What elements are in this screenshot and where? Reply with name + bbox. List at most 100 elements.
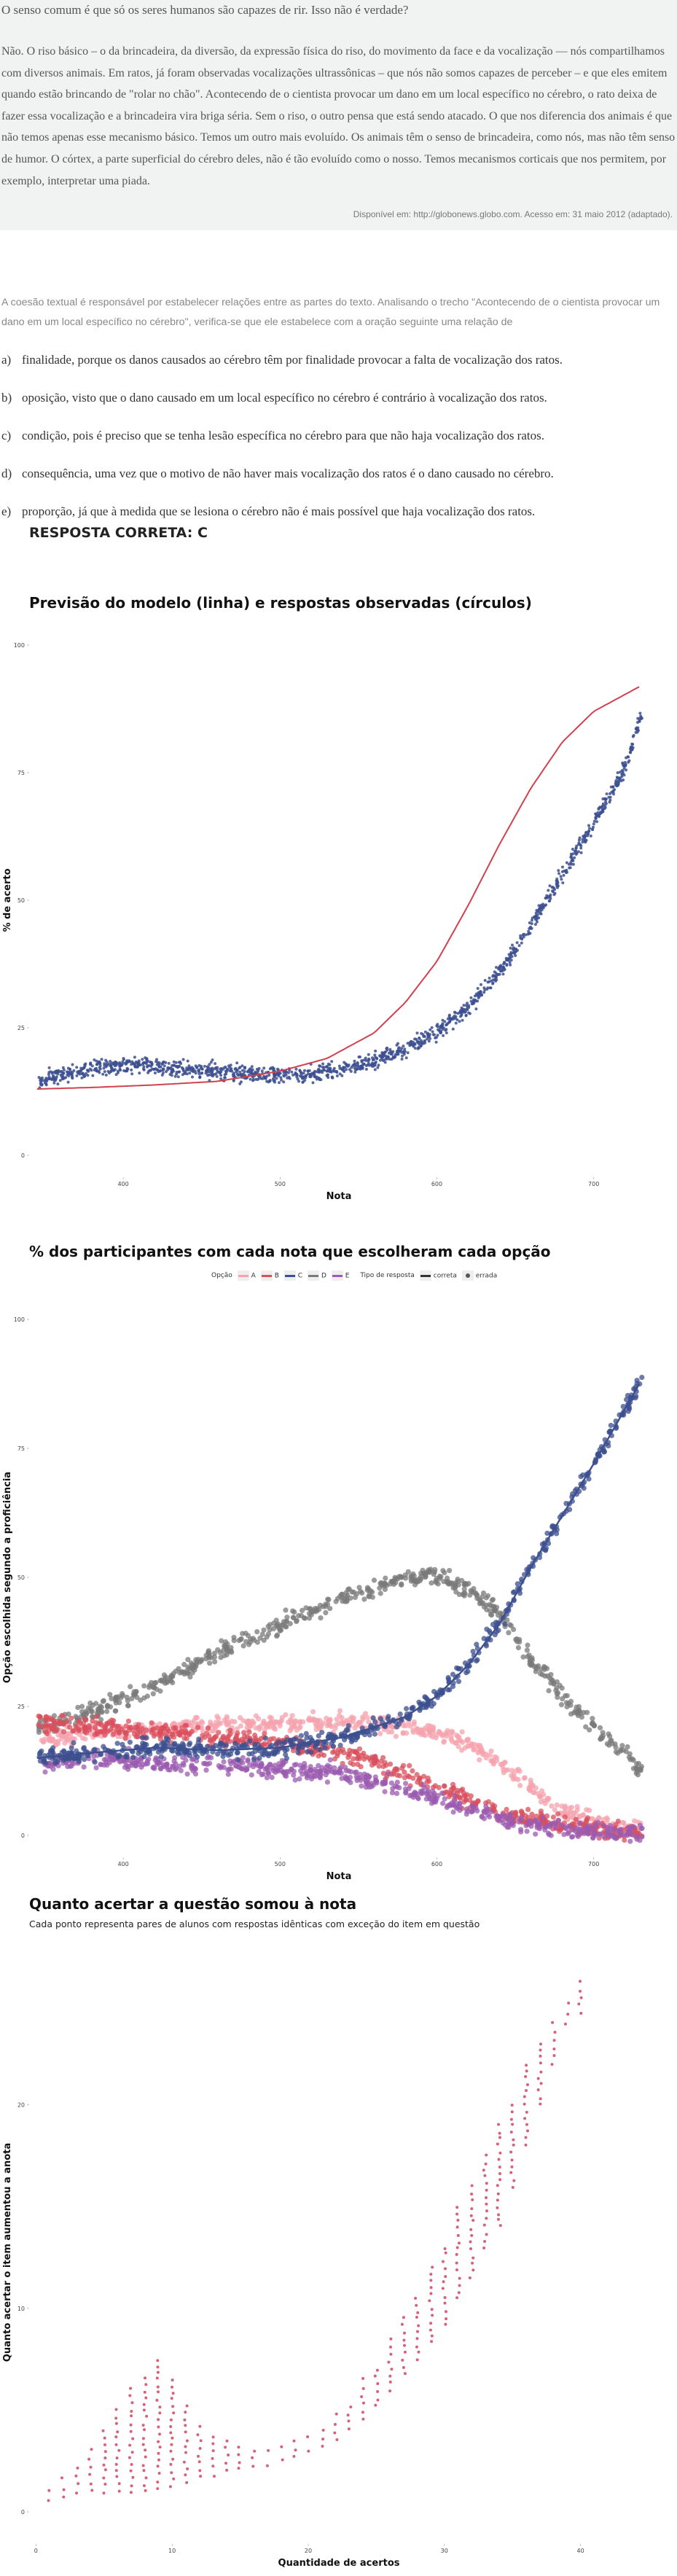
observed-point [319, 1078, 323, 1082]
observed-point [163, 1061, 166, 1063]
option-e-point [50, 1766, 56, 1772]
observed-point [636, 717, 640, 720]
observed-point [434, 1040, 438, 1044]
option-a[interactable]: a) finalidade, porque os danos causados a… [1, 353, 563, 367]
option-b-point [76, 1719, 82, 1725]
option-d-point [327, 1606, 333, 1612]
pair-point [169, 2449, 173, 2453]
x-axis-label: Quantidade de acertos [278, 2558, 400, 2569]
option-c-point [181, 1742, 187, 1748]
option-b-point [529, 1811, 535, 1817]
observed-point [537, 904, 541, 908]
observed-point [402, 1050, 406, 1053]
pair-point [103, 2456, 107, 2460]
observed-point [464, 1004, 468, 1007]
observed-point [574, 851, 577, 855]
option-d-point [455, 1582, 461, 1588]
option-b-point [380, 1771, 387, 1776]
option-c-point [196, 1736, 202, 1742]
pair-point [74, 2474, 78, 2478]
observed-point [535, 909, 539, 912]
pair-point [155, 2376, 159, 2380]
option-b-point [414, 1772, 420, 1778]
pair-point [539, 2054, 542, 2058]
observed-point [300, 1071, 302, 1074]
observed-point [509, 959, 513, 962]
observed-point [613, 788, 617, 792]
observed-point [400, 1058, 404, 1061]
option-d-point [348, 1595, 353, 1601]
option-c-point [55, 1759, 60, 1765]
y-tick-label: 75 [17, 1445, 25, 1452]
observed-point [466, 1002, 469, 1005]
pair-point [524, 2143, 528, 2147]
observed-point [303, 1079, 307, 1082]
option-b-point [82, 1725, 87, 1731]
observed-point [85, 1072, 88, 1075]
option-letter: c) [1, 429, 12, 442]
pair-point [144, 2489, 147, 2492]
option-e[interactable]: e) proporção, já que à medida que se lesi… [1, 504, 535, 519]
pair-point [388, 2380, 392, 2384]
observed-point [359, 1064, 363, 1068]
pair-point [211, 2456, 214, 2460]
pair-point [102, 2476, 106, 2480]
observed-point [321, 1062, 325, 1066]
pair-point [390, 2368, 394, 2371]
observed-point [377, 1063, 380, 1067]
observed-point [574, 846, 578, 850]
pair-point [441, 2287, 445, 2290]
pair-point [497, 2123, 501, 2126]
option-a-point [199, 1719, 205, 1725]
option-letter: d) [1, 467, 12, 480]
observed-point [268, 1080, 271, 1083]
option-a-point [584, 1807, 590, 1813]
observed-point [577, 838, 581, 842]
pair-point [403, 2350, 407, 2354]
option-e-point [153, 1755, 159, 1761]
option-a-point [214, 1714, 220, 1720]
option-b[interactable]: b) oposição, visto que o dano causado em … [1, 391, 547, 405]
option-d-point [630, 1757, 636, 1763]
option-c[interactable]: c) condição, pois é preciso que se tenha … [1, 429, 544, 443]
observed-point [568, 866, 572, 870]
option-d-point [625, 1744, 630, 1750]
observed-point [579, 851, 583, 854]
option-d-point [562, 1693, 568, 1699]
option-a-point [72, 1736, 78, 1742]
option-c-point [209, 1745, 215, 1751]
option-e-point [109, 1755, 114, 1761]
observed-point [128, 1060, 132, 1063]
option-e-point [630, 1824, 636, 1830]
option-c-point [455, 1666, 462, 1671]
pair-point [199, 2439, 203, 2443]
observed-point [544, 896, 548, 899]
option-e-point [601, 1834, 607, 1840]
option-a-point [477, 1757, 482, 1763]
option-b-point [246, 1729, 252, 1735]
pair-point [197, 2454, 200, 2458]
pair-point [158, 2432, 161, 2436]
observed-point [364, 1067, 368, 1071]
pair-point [445, 2317, 448, 2321]
option-e-point [388, 1780, 395, 1786]
observed-point [421, 1042, 425, 1045]
observed-point [432, 1033, 436, 1037]
observed-point [560, 878, 563, 881]
option-d-point [128, 1684, 133, 1690]
observed-point [159, 1069, 163, 1072]
option-c-point [265, 1753, 272, 1759]
option-a-point [337, 1712, 343, 1719]
pair-point [75, 2491, 78, 2495]
option-a-point [262, 1727, 267, 1733]
observed-point [348, 1068, 351, 1072]
pair-point [103, 2483, 107, 2486]
option-a-point [566, 1810, 572, 1816]
option-d[interactable]: d) consequência, uma vez que o motivo de … [1, 467, 554, 481]
option-d-point [231, 1634, 237, 1640]
option-a-point [458, 1738, 463, 1744]
observed-point [491, 981, 495, 985]
observed-point [329, 1070, 333, 1074]
pair-point [156, 2464, 160, 2468]
observed-point [442, 1034, 445, 1037]
